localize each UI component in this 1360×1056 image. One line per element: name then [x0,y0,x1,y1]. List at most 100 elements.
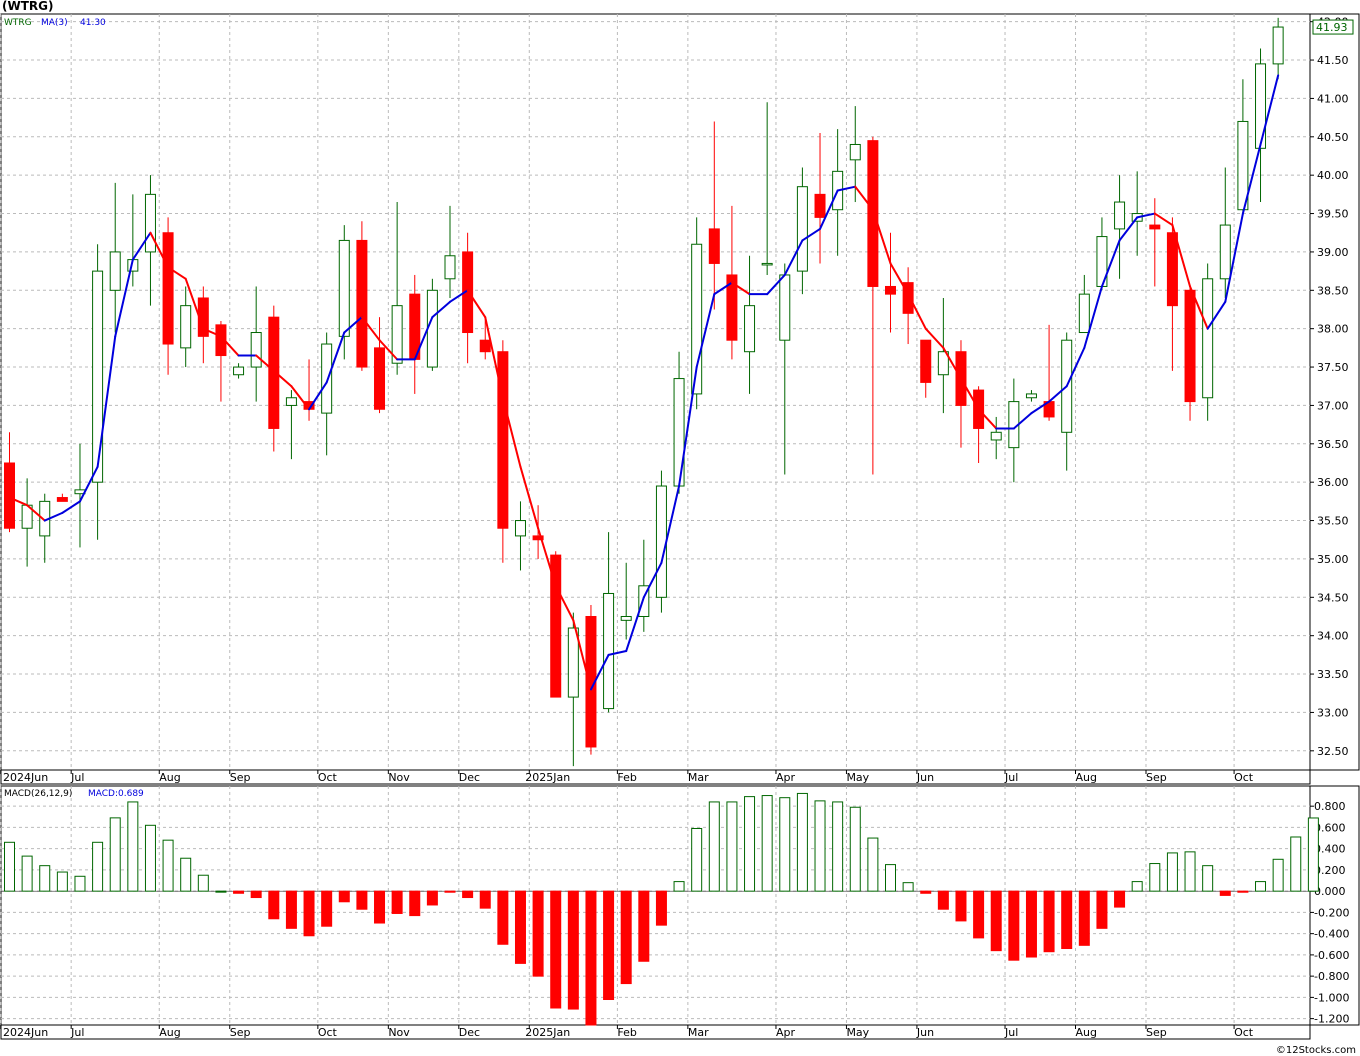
y-tick-label: 39.00 [1317,246,1349,259]
ma-line-segment [942,346,962,380]
candle-body [4,462,15,529]
ma-line-segment [484,316,504,399]
candle-body [1114,201,1126,230]
candle-body [867,140,879,287]
candle-body [92,270,104,483]
ma-line-segment [819,189,839,230]
candle-body [638,585,650,617]
ma-line-segment [1259,74,1280,146]
macd-bar [391,890,403,914]
x-tick-label: Sep [230,1026,251,1039]
ma-line-segment [308,381,328,411]
ma-line-segment [871,208,892,265]
candle-body [744,305,756,353]
macd-legend-label: MACD(26,12,9) [4,789,72,799]
macd-bar [127,801,139,892]
ma-line-segment [660,485,681,564]
ma-line-segment [625,596,645,653]
x-tick-label: May [846,1026,869,1039]
macd-bar [885,864,896,892]
candle-body [779,274,791,341]
x-tick-label: Sep [1146,1026,1167,1039]
candle-body [1219,224,1231,280]
macd-bar [1255,881,1267,892]
candle-body [514,520,526,537]
macd-tick-label: -0.800 [1314,970,1349,983]
ma-line-segment [466,289,487,319]
candle-body [250,332,262,368]
candle-body [1184,289,1196,403]
candle-body [356,239,368,368]
candle-body [726,274,738,341]
x-tick-label: Jun [916,1026,934,1039]
x-tick-label: Apr [776,771,796,784]
candle-body [1025,393,1037,399]
ma-line-segment [501,396,522,468]
ma-line-segment [889,262,910,296]
macd-bar [691,827,703,892]
candle-body [673,378,685,487]
candle-body [233,366,245,376]
ma-line-segment [1136,212,1156,219]
ma-line-segment [272,369,293,388]
macd-bar [1061,890,1073,950]
macd-legend-value: MACD:0.689 [88,789,144,799]
candle-body [849,143,861,161]
x-tick-label: Mar [688,1026,709,1039]
macd-bar [409,890,421,917]
macd-bar [920,890,932,894]
x-tick-label: Sep [230,771,251,784]
macd-bar [92,841,104,892]
ma-line-segment [1065,346,1086,388]
macd-bar [250,890,262,899]
y-tick-label: 33.50 [1317,668,1349,681]
x-tick-label: Jul [70,1026,84,1039]
candle-body [532,535,544,541]
ma-line-segment [325,331,346,384]
candle-body [885,285,896,295]
ma-line-segment [589,653,610,691]
macd-bar [109,817,121,892]
ma-line-segment [783,239,804,276]
x-tick-label: Dec [459,771,480,784]
x-tick-label: Apr [776,1026,796,1039]
macd-bar [321,890,333,927]
y-tick-label: 35.50 [1317,515,1349,528]
ma-line-segment [202,327,222,338]
ma-line-segment [678,366,698,488]
macd-bar [268,890,280,920]
macd-bar [867,837,879,892]
ma-line-segment [1083,285,1103,349]
macd-bar [1043,890,1055,953]
ma-line-segment [360,316,381,342]
ma-line-segment [1012,412,1033,430]
candle-body [215,324,227,357]
y-tick-label: 41.00 [1317,92,1349,105]
ma-line-segment [96,335,117,468]
last-price-label: 41.93 [1316,21,1348,34]
ma-line-segment [572,619,592,691]
ma-line-segment [131,231,152,261]
ma-line-segment [836,185,857,192]
macd-bar [955,890,967,922]
x-tick-label: 2024Jun [3,1026,48,1039]
ma-line-segment [554,584,575,622]
macd-bar [479,890,491,909]
candle-body [285,397,297,406]
macd-bar [973,890,985,939]
chart-title: (WTRG) [2,0,54,13]
candle-body [162,232,174,345]
macd-tick-label: -0.600 [1314,949,1349,962]
x-tick-label: Oct [318,771,338,784]
y-tick-label: 38.00 [1317,323,1349,336]
candle-body [920,339,932,383]
ma-line-segment [1224,212,1244,303]
macd-bar [585,890,597,1026]
candle-body [497,351,509,529]
last-price-box [1312,19,1354,35]
ma-line-segment [26,504,46,522]
x-tick-label: May [846,771,869,784]
macd-bar [1184,851,1196,892]
x-tick-label: Jul [1004,1026,1018,1039]
ma-line-segment [1048,385,1068,403]
